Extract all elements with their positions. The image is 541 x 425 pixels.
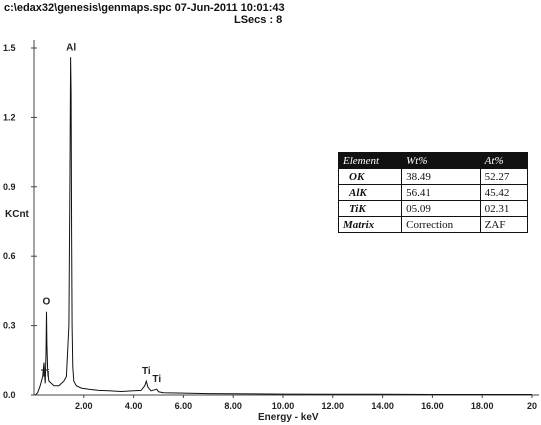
- table-row: Matrix Correction ZAF: [337, 216, 529, 233]
- x-tick-label: 2.00: [75, 401, 93, 411]
- x-tick-label: 20: [527, 401, 537, 411]
- header-element: Element: [337, 152, 403, 169]
- peak-label-ti: Ti: [142, 366, 151, 377]
- peak-label-ti: Ti: [41, 368, 50, 379]
- y-tick-label: 0.6: [3, 251, 16, 261]
- y-tick-label: 1.2: [3, 112, 16, 122]
- spectrum-line: [34, 57, 532, 396]
- spectrum-file-header: c:\edax32\genesis\genmaps.spc 07-Jun-201…: [4, 2, 285, 14]
- x-tick-label: 16.00: [421, 401, 444, 411]
- table-header-row: Element Wt% At%: [337, 152, 529, 169]
- table-row: TiK 05.09 02.31: [337, 200, 529, 217]
- y-axis-title: KCnt: [5, 209, 30, 220]
- x-tick-label: 8.00: [224, 401, 242, 411]
- row-wt-percent: 38.49: [401, 168, 481, 185]
- y-tick-label: 0.9: [3, 182, 16, 192]
- header-wt-percent: Wt%: [401, 152, 481, 169]
- y-tick-label: 1.5: [3, 43, 16, 53]
- y-tick-label: 0.0: [3, 390, 16, 400]
- table-row: OK 38.49 52.27: [337, 168, 529, 185]
- peak-label-ti: Ti: [152, 374, 161, 385]
- header-at-percent: At%: [479, 152, 529, 169]
- quantification-table: Element Wt% At% OK 38.49 52.27 AlK 56.41…: [337, 152, 529, 233]
- x-tick-label: 6.00: [175, 401, 193, 411]
- table-row: AlK 56.41 45.42: [337, 184, 529, 201]
- row-element: Matrix: [337, 216, 403, 233]
- row-element: AlK: [337, 184, 403, 201]
- peak-label-al: Al: [66, 42, 76, 53]
- row-wt-percent: Correction: [401, 216, 481, 233]
- axis-ticks: 2.00 4.00 6.00 8.00 10.00 12.00 14.00 16.00 18.0…: [3, 43, 537, 411]
- y-tick-label: 0.3: [3, 321, 16, 331]
- row-wt-percent: 05.09: [401, 200, 481, 217]
- row-at-percent: 45.42: [479, 184, 529, 201]
- x-tick-label: 12.00: [322, 401, 345, 411]
- row-at-percent: ZAF: [479, 216, 529, 233]
- x-tick-label: 4.00: [125, 401, 143, 411]
- x-axis-title: Energy - keV: [258, 412, 319, 423]
- row-wt-percent: 56.41: [401, 184, 481, 201]
- x-tick-label: 10.00: [272, 401, 295, 411]
- x-tick-label: 18.00: [471, 401, 494, 411]
- row-element: TiK: [337, 200, 403, 217]
- live-seconds-label: LSecs : 8: [234, 14, 283, 26]
- row-at-percent: 02.31: [479, 200, 529, 217]
- x-tick-label: 14.00: [371, 401, 394, 411]
- row-at-percent: 52.27: [479, 168, 529, 185]
- row-element: OK: [337, 168, 403, 185]
- peak-label-o: O: [43, 297, 51, 308]
